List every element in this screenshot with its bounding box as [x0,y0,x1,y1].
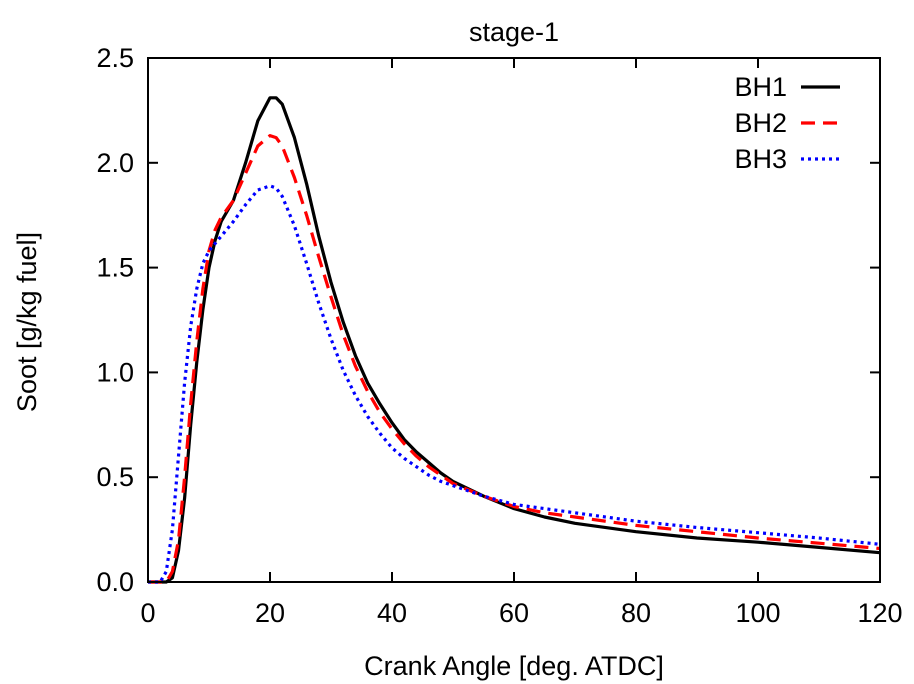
x-tick-label: 60 [499,598,529,628]
x-axis-title: Crank Angle [deg. ATDC] [364,651,664,681]
x-tick-label: 100 [735,598,780,628]
x-tick-label: 120 [857,598,902,628]
legend-label-bh2: BH2 [734,108,787,138]
x-tick-label: 20 [255,598,285,628]
y-tick-label: 0.0 [96,567,134,597]
y-tick-label: 1.5 [96,253,134,283]
series-line-bh3 [148,184,881,584]
x-tick-label: 80 [621,598,651,628]
ticks-layer: 0 20 40 60 80 100 120 0.0 0.5 1.0 1.5 2.0 2.5 [96,43,902,628]
legend-label-bh3: BH3 [734,144,787,174]
series-line-bh1 [148,96,881,584]
y-tick-label: 2.0 [96,148,134,178]
y-tick-label: 1.0 [96,357,134,387]
y-axis-title: Soot [g/kg fuel] [12,232,42,412]
plot-frame [147,57,881,583]
x-tick-label: 0 [140,598,155,628]
y-tick-label: 2.5 [96,43,134,73]
y-tick-label: 0.5 [96,462,134,492]
x-tick-label: 40 [377,598,407,628]
chart-title: stage-1 [469,17,559,47]
series-line-bh2 [148,134,881,584]
legend: BH1 BH2 BH3 [734,72,840,174]
legend-label-bh1: BH1 [734,72,787,102]
series-layer [148,96,881,584]
